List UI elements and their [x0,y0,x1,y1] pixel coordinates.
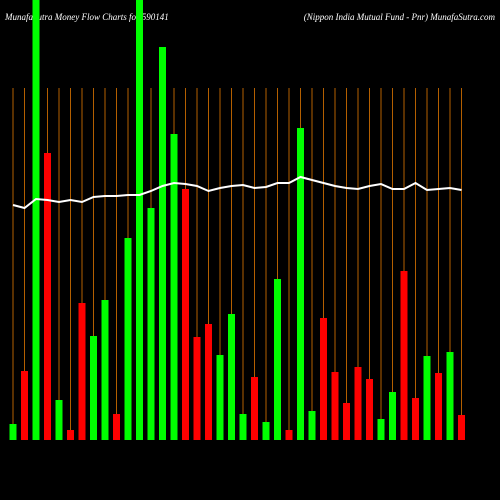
bar [21,371,28,440]
bar [90,336,97,440]
bar [147,208,155,440]
bar [320,318,327,440]
bar [285,430,293,440]
bar [389,392,396,440]
bar [32,0,40,440]
bar [435,373,442,440]
bar [44,153,51,440]
bar [124,238,132,440]
bar [216,355,224,440]
bar [262,422,270,440]
bar [113,414,120,440]
bar [182,189,189,440]
bar [78,303,86,440]
plot-area [9,0,465,440]
bar [308,411,316,440]
bar [251,377,258,440]
bar [274,279,281,440]
bar [228,314,235,440]
bar [354,367,362,440]
bar [297,128,304,440]
bar [170,134,178,440]
bar [446,352,454,440]
bar [400,271,408,440]
bar [366,379,373,440]
bar [458,415,465,440]
chart-subtitle: (Nippon India Mutual Fund - Pnr) MunafaS… [304,12,496,22]
bar [343,403,350,440]
bar [377,419,385,440]
bar [55,400,63,440]
bar [67,430,74,440]
bar [239,414,247,440]
bar [205,324,212,440]
bar [331,372,339,440]
bar [9,424,17,440]
bar [412,398,419,440]
bar [136,0,143,440]
chart-title: MunafaSutra Money Flow Charts for 590141 [4,12,169,22]
bar [423,356,431,440]
bar [101,300,109,440]
bar [193,337,201,440]
bar [159,47,166,440]
price-line [12,175,462,210]
